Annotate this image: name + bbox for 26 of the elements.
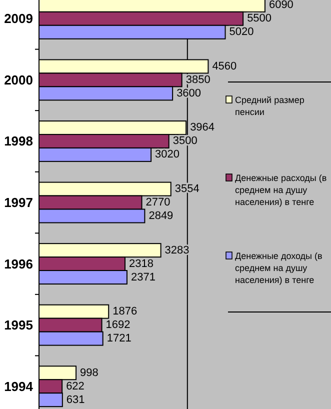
y-tick-label: 2000	[4, 72, 33, 88]
legend-label: Средний размер пенсии	[235, 95, 304, 117]
data-label: 3020	[155, 148, 180, 161]
data-label: 2849	[148, 210, 174, 222]
data-label: 5500	[247, 12, 272, 25]
y-tick-label: 1998	[4, 134, 33, 149]
data-label: 2371	[130, 271, 156, 284]
data-label: 3964	[190, 122, 215, 134]
y-tick-label: 1996	[4, 256, 33, 272]
data-label: 2318	[129, 258, 154, 270]
data-label: 998	[80, 366, 98, 379]
data-label: 1876	[112, 306, 138, 318]
data-label: 631	[66, 394, 85, 406]
y-tick-label: 2009	[4, 11, 33, 26]
legend-label: Денежные расходы (в среднем на душу населения) в тенге	[235, 173, 327, 207]
y-tick-label: 1995	[4, 318, 33, 333]
data-label: 1692	[106, 319, 130, 332]
data-label: 2770	[146, 196, 170, 208]
data-label: 1721	[106, 332, 132, 345]
data-label: 5020	[229, 26, 254, 38]
y-tick-label: 1994	[4, 378, 34, 394]
legend-label: Денежные доходы (в среднем на душу населения) в тенге	[235, 251, 323, 285]
data-label: 622	[66, 380, 84, 392]
data-label: 4560	[212, 60, 237, 72]
data-label: 6090	[268, 0, 294, 12]
y-tick-label: 1997	[4, 195, 33, 210]
